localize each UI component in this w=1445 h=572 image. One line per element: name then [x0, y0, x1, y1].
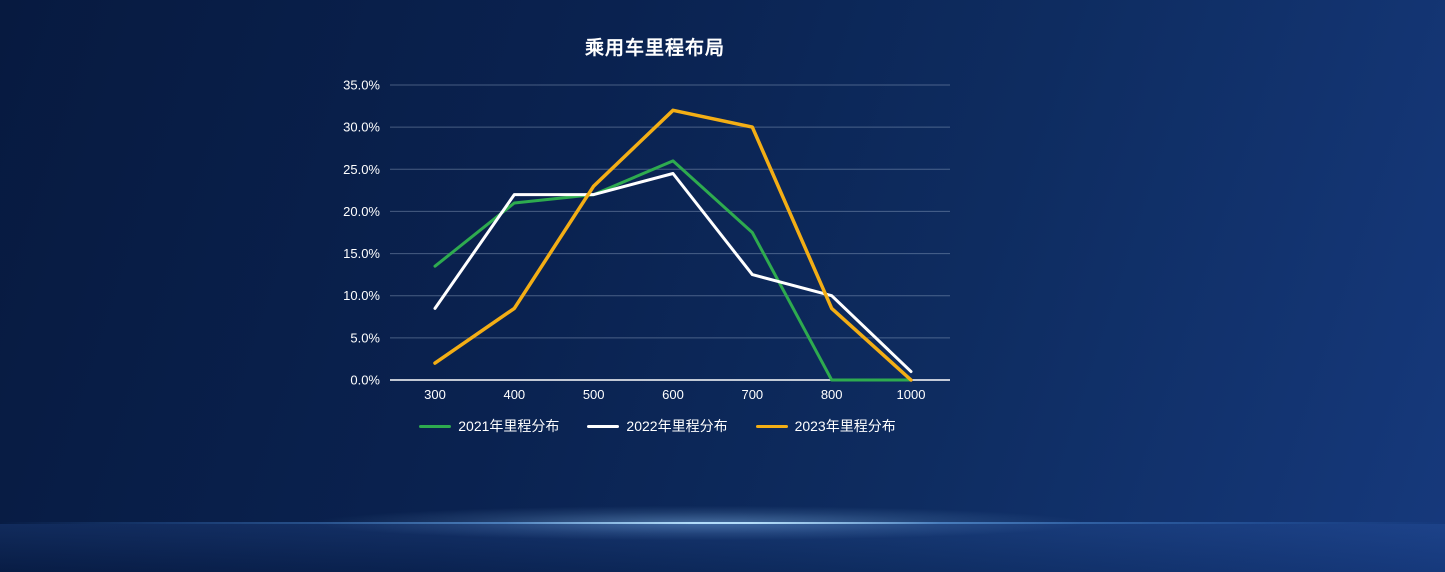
- legend-label: 2021年里程分布: [458, 418, 560, 434]
- y-axis-tick-label: 20.0%: [343, 204, 380, 219]
- y-axis-tick-label: 30.0%: [343, 120, 380, 135]
- x-axis-tick-label: 1000: [897, 387, 926, 402]
- y-axis-tick-label: 15.0%: [343, 246, 380, 261]
- x-axis-tick-label: 600: [662, 387, 684, 402]
- legend-line-swatch: [587, 424, 620, 428]
- legend-label: 2023年里程分布: [794, 418, 896, 434]
- legend-item-2[interactable]: 2022年里程分布: [587, 416, 728, 436]
- y-axis-tick-label: 25.0%: [343, 162, 380, 177]
- chart-legend: 2021年里程分布 2022年里程分布 2023年里程分布: [0, 416, 1315, 436]
- x-axis-tick-label: 800: [821, 387, 843, 402]
- x-axis-tick-label: 300: [424, 387, 446, 402]
- y-axis-tick-label: 0.0%: [350, 373, 380, 388]
- x-axis-tick-label: 500: [583, 387, 605, 402]
- x-axis-tick-label: 700: [741, 387, 763, 402]
- legend-item-3[interactable]: 2023年里程分布: [755, 416, 896, 436]
- series-line-3: [433, 108, 913, 382]
- y-axis-tick-label: 5.0%: [350, 330, 380, 345]
- chart-title: 乘用车里程布局: [584, 38, 725, 59]
- glow-divider-line: [0, 522, 1445, 524]
- series-line-2: [433, 172, 913, 374]
- legend-label: 2022年里程分布: [626, 418, 728, 434]
- y-axis-tick-label: 35.0%: [343, 78, 380, 93]
- series-line-1: [433, 159, 913, 382]
- legend-line-swatch: [419, 424, 452, 428]
- y-axis-tick-label: 10.0%: [343, 288, 380, 303]
- x-axis-tick-label: 400: [503, 387, 525, 402]
- legend-item-1[interactable]: 2021年里程分布: [419, 416, 559, 436]
- legend-line-swatch: [755, 424, 788, 428]
